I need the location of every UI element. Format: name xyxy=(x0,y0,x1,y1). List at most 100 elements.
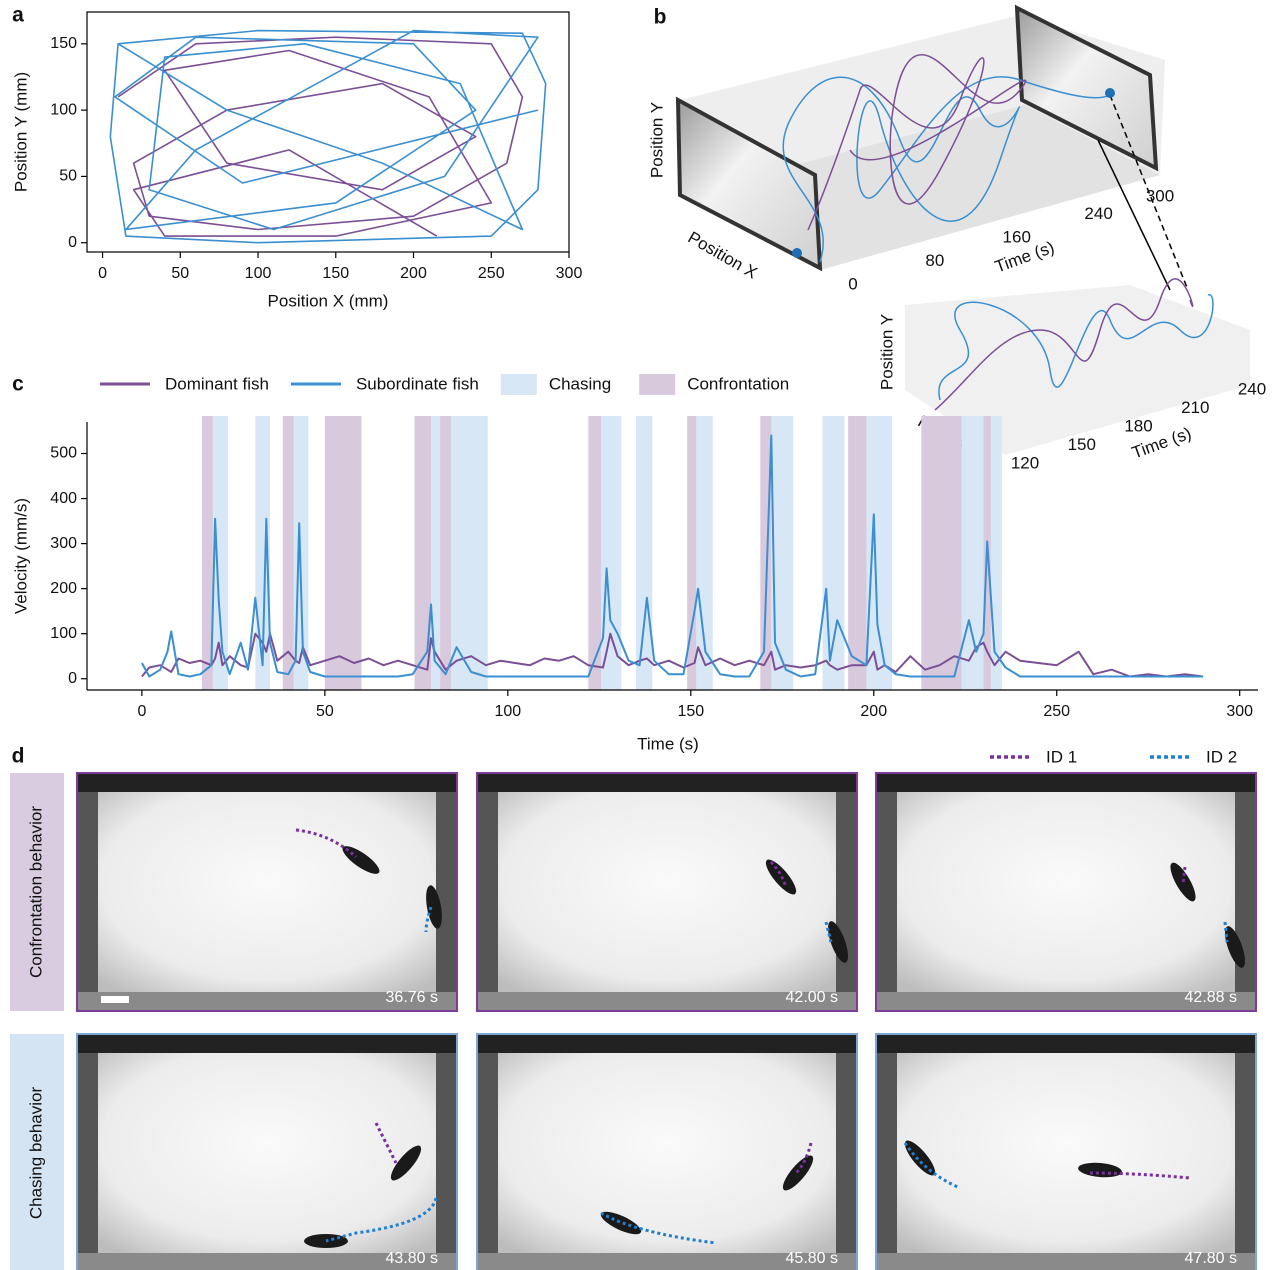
label: Position X (mm) xyxy=(268,291,389,310)
video-frame: 43.80 s xyxy=(76,1033,458,1270)
interval-band xyxy=(771,416,793,690)
video-frame: 47.80 s xyxy=(875,1033,1257,1270)
y-tick-label: 0 xyxy=(68,670,77,687)
z-tick-label: 0 xyxy=(848,274,857,293)
x-tick-label: 50 xyxy=(171,265,189,282)
page: Fish behavior figure {"chart_data": [ {"… xyxy=(0,0,1276,1270)
legend-label: Subordinate fish xyxy=(356,374,479,393)
video-frame: 36.76 s xyxy=(76,772,458,1012)
tank-top xyxy=(875,772,1257,792)
x-tick-label: 150 xyxy=(322,265,349,282)
track xyxy=(1183,867,1185,884)
x-tick-label: 300 xyxy=(1226,703,1253,720)
y-tick-label: 0 xyxy=(68,234,77,251)
x-tick-label: 50 xyxy=(316,703,334,720)
label: c xyxy=(12,373,24,396)
y-tick-label: 500 xyxy=(50,445,77,462)
legend-label: Chasing xyxy=(549,374,611,393)
tank-top xyxy=(476,772,858,792)
legend-label: Dominant fish xyxy=(165,374,269,393)
y-tick-label: 200 xyxy=(50,580,77,597)
tank-inner xyxy=(98,792,436,992)
z-tick-label: 120 xyxy=(1011,453,1039,472)
x-tick-label: 100 xyxy=(494,703,521,720)
tank-top xyxy=(875,1033,1257,1053)
timestamp: 36.76 s xyxy=(386,989,438,1006)
tank-inner xyxy=(98,1053,436,1253)
tank-inner xyxy=(498,792,836,992)
legend-label: ID 1 xyxy=(1046,747,1077,766)
interval-band xyxy=(823,416,845,690)
z-tick-label: 160 xyxy=(1003,228,1031,247)
interval-band xyxy=(283,416,294,690)
x-tick-label: 250 xyxy=(1043,703,1070,720)
z-tick-label: 210 xyxy=(1181,398,1209,417)
tank-top xyxy=(76,772,458,792)
x-tick-label: 100 xyxy=(245,265,272,282)
figure: 0 50 100 150 200 250 300 0 50 100 150 Position X (m… xyxy=(0,0,1276,1270)
z-tick-label: 150 xyxy=(1068,435,1096,454)
z-tick-label: 300 xyxy=(1146,186,1174,205)
axes-frame xyxy=(87,12,569,252)
legend-swatch xyxy=(501,374,537,395)
label: Position Y xyxy=(877,314,896,390)
interval-band xyxy=(431,416,440,690)
x-tick-label: 0 xyxy=(98,265,107,282)
label: Chasing behavior xyxy=(26,1087,45,1220)
timestamp: 42.88 s xyxy=(1185,989,1237,1006)
timestamp: 45.80 s xyxy=(786,1250,838,1267)
x-tick-label: 200 xyxy=(400,265,427,282)
interval-band xyxy=(921,416,961,690)
video-frame: 42.00 s xyxy=(476,772,858,1012)
label: a xyxy=(12,4,24,27)
tank-top xyxy=(76,1033,458,1053)
z-tick-label: 240 xyxy=(1084,204,1112,223)
interval-band xyxy=(440,416,451,690)
label: Position Y xyxy=(647,102,666,178)
label: Velocity (mm/s) xyxy=(11,498,30,614)
y-tick-label: 400 xyxy=(50,490,77,507)
scale-bar xyxy=(101,996,129,1003)
legend-label: Confrontation xyxy=(687,374,789,393)
x-tick-label: 300 xyxy=(556,265,583,282)
legend-label: ID 2 xyxy=(1206,747,1237,766)
interval-band xyxy=(636,416,652,690)
interval-band xyxy=(962,416,1002,690)
timestamp: 47.80 s xyxy=(1185,1250,1237,1267)
y-tick-label: 300 xyxy=(50,535,77,552)
body: 0 50 100 150 200 250 300 0 50 100 150 Position X (m… xyxy=(0,0,1276,1270)
legend-swatch xyxy=(639,374,675,395)
x-tick-label: 200 xyxy=(860,703,887,720)
x-tick-label: 250 xyxy=(478,265,505,282)
z-tick-label: 180 xyxy=(1124,416,1152,435)
z-tick-label: 240 xyxy=(1238,379,1266,398)
x-tick-label: 150 xyxy=(677,703,704,720)
label: Time (s) xyxy=(637,734,699,753)
interval-band xyxy=(601,416,621,690)
timestamp: 42.00 s xyxy=(786,989,838,1006)
fish-marker xyxy=(1105,88,1115,98)
interval-band xyxy=(848,416,866,690)
y-tick-label: 100 xyxy=(50,101,77,118)
y-tick-label: 50 xyxy=(59,168,77,185)
label: d xyxy=(12,745,25,768)
z-tick-label: 80 xyxy=(925,251,944,270)
label: Position X xyxy=(685,228,761,283)
series-line xyxy=(110,31,545,243)
label: Position Y (mm) xyxy=(11,72,30,192)
series-line xyxy=(118,37,522,236)
video-frame: 42.88 s xyxy=(875,772,1257,1012)
x-tick-label: 0 xyxy=(137,703,146,720)
label: b xyxy=(654,6,667,29)
interval-band xyxy=(866,416,892,690)
tank-inner xyxy=(897,1053,1235,1253)
y-tick-label: 100 xyxy=(50,625,77,642)
video-frame: 45.80 s xyxy=(476,1033,858,1270)
timestamp: 43.80 s xyxy=(386,1250,438,1267)
interval-band xyxy=(325,416,362,690)
fish-marker xyxy=(792,248,802,258)
label: Confrontation behavior xyxy=(26,806,45,978)
y-tick-label: 150 xyxy=(50,35,77,52)
tank-inner xyxy=(498,1053,836,1253)
tank-top xyxy=(476,1033,858,1053)
